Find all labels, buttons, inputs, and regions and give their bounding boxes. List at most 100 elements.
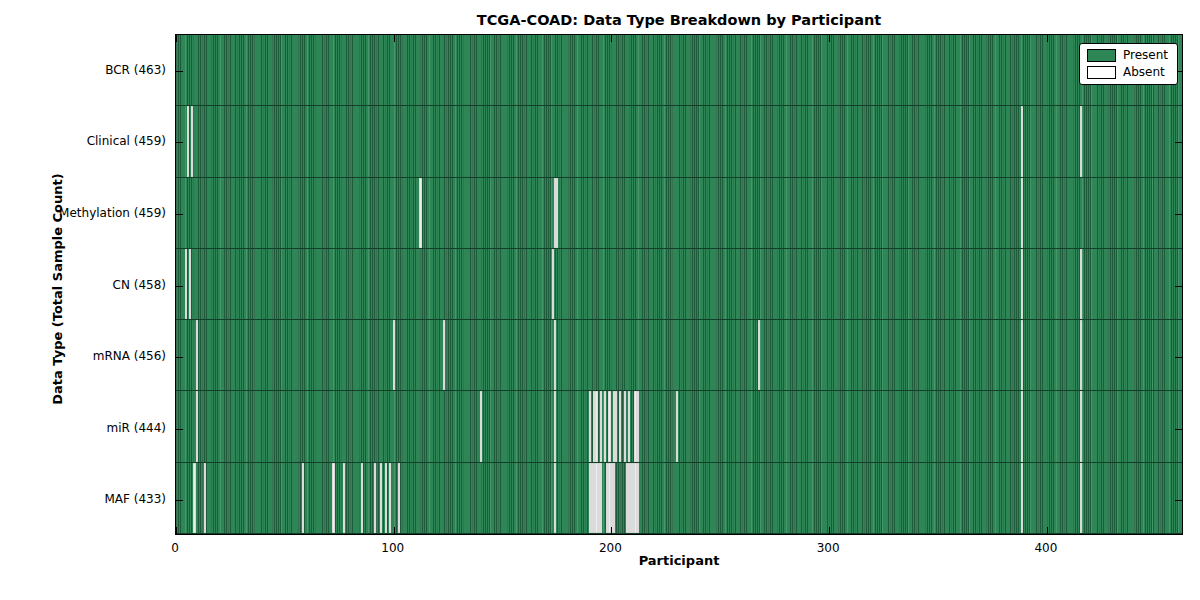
absent-stripe bbox=[189, 249, 191, 319]
y-tick-label-bcr: BCR (463) bbox=[0, 62, 166, 78]
x-tick-mark bbox=[1047, 35, 1048, 42]
present-fill bbox=[176, 391, 1182, 461]
figure: TCGA-COAD: Data Type Breakdown by Partic… bbox=[0, 0, 1200, 600]
absent-stripe bbox=[1080, 391, 1082, 461]
x-tick-label-400: 400 bbox=[1034, 541, 1057, 555]
y-tick-mark bbox=[1175, 500, 1182, 501]
present-fill bbox=[176, 463, 1182, 533]
legend-swatch-present bbox=[1087, 49, 1116, 62]
absent-stripe bbox=[637, 463, 639, 533]
legend-swatch-absent bbox=[1087, 66, 1116, 79]
absent-stripe bbox=[556, 178, 558, 248]
heatmap-row-clinical bbox=[176, 106, 1182, 177]
absent-stripe bbox=[600, 391, 602, 461]
y-tick-mark bbox=[1175, 214, 1182, 215]
absent-stripe bbox=[398, 463, 400, 533]
absent-stripe bbox=[637, 391, 639, 461]
legend: Present Absent bbox=[1079, 43, 1178, 85]
heatmap-row-cn bbox=[176, 249, 1182, 320]
absent-stripe bbox=[374, 463, 376, 533]
y-tick-mark bbox=[176, 429, 183, 430]
y-tick-mark bbox=[176, 214, 183, 215]
absent-stripe bbox=[389, 463, 391, 533]
absent-stripe bbox=[1021, 249, 1023, 319]
absent-stripe bbox=[554, 463, 556, 533]
absent-stripe bbox=[1080, 249, 1082, 319]
x-tick-mark bbox=[176, 35, 177, 42]
y-tick-mark bbox=[176, 500, 183, 501]
y-tick-mark bbox=[1175, 286, 1182, 287]
heatmap-row-methylation bbox=[176, 178, 1182, 249]
absent-stripe bbox=[604, 391, 606, 461]
y-tick-mark bbox=[176, 71, 183, 72]
absent-stripe bbox=[619, 391, 621, 461]
absent-stripe bbox=[196, 320, 198, 390]
y-tick-label-maf: MAF (433) bbox=[0, 491, 166, 507]
heatmap-row-mrna bbox=[176, 320, 1182, 391]
absent-stripe bbox=[628, 391, 630, 461]
absent-stripe bbox=[343, 463, 345, 533]
y-tick-mark bbox=[176, 142, 183, 143]
legend-item-present: Present bbox=[1087, 49, 1168, 62]
x-tick-mark bbox=[394, 35, 395, 42]
absent-stripe bbox=[554, 391, 556, 461]
absent-stripe bbox=[600, 463, 602, 533]
absent-stripe bbox=[1080, 463, 1082, 533]
present-fill bbox=[176, 106, 1182, 176]
absent-stripe bbox=[615, 391, 617, 461]
absent-stripe bbox=[185, 249, 187, 319]
legend-item-absent: Absent bbox=[1087, 66, 1168, 79]
x-tick-mark bbox=[829, 35, 830, 42]
x-axis-title: Participant bbox=[175, 553, 1183, 568]
plot-area: Present Absent bbox=[175, 34, 1183, 535]
absent-stripe bbox=[1021, 320, 1023, 390]
x-tick-label-100: 100 bbox=[381, 541, 404, 555]
absent-stripe bbox=[589, 391, 591, 461]
x-tick-mark bbox=[829, 527, 830, 534]
y-tick-mark bbox=[1175, 357, 1182, 358]
x-tick-mark bbox=[611, 527, 612, 534]
absent-stripe bbox=[302, 463, 304, 533]
y-tick-label-mir: miR (444) bbox=[0, 420, 166, 436]
absent-stripe bbox=[1080, 320, 1082, 390]
absent-stripe bbox=[443, 320, 445, 390]
absent-stripe bbox=[196, 391, 198, 461]
x-tick-mark bbox=[394, 527, 395, 534]
absent-stripe bbox=[1080, 106, 1082, 176]
x-tick-label-200: 200 bbox=[599, 541, 622, 555]
present-fill bbox=[176, 178, 1182, 248]
absent-stripe bbox=[393, 320, 395, 390]
absent-stripe bbox=[554, 320, 556, 390]
x-tick-mark bbox=[1047, 527, 1048, 534]
absent-stripe bbox=[419, 178, 421, 248]
absent-stripe bbox=[361, 463, 363, 533]
absent-stripe bbox=[193, 463, 195, 533]
y-tick-label-cn: CN (458) bbox=[0, 277, 166, 293]
x-tick-label-300: 300 bbox=[817, 541, 840, 555]
chart-title: TCGA-COAD: Data Type Breakdown by Partic… bbox=[175, 12, 1183, 28]
absent-stripe bbox=[552, 249, 554, 319]
absent-stripe bbox=[385, 463, 387, 533]
x-tick-mark bbox=[176, 527, 177, 534]
y-tick-mark bbox=[1175, 142, 1182, 143]
absent-stripe bbox=[191, 106, 193, 176]
y-tick-label-mrna: mRNA (456) bbox=[0, 348, 166, 364]
absent-stripe bbox=[758, 320, 760, 390]
absent-stripe bbox=[608, 391, 610, 461]
absent-stripe bbox=[613, 463, 615, 533]
absent-stripe bbox=[1021, 391, 1023, 461]
absent-stripe bbox=[332, 463, 334, 533]
x-tick-label-0: 0 bbox=[171, 541, 179, 555]
absent-stripe bbox=[595, 391, 597, 461]
y-tick-mark bbox=[176, 357, 183, 358]
absent-stripe bbox=[480, 391, 482, 461]
heatmap-row-maf bbox=[176, 463, 1182, 534]
absent-stripe bbox=[1021, 106, 1023, 176]
absent-stripe bbox=[204, 463, 206, 533]
legend-label-absent: Absent bbox=[1123, 66, 1165, 79]
absent-stripe bbox=[1021, 178, 1023, 248]
heatmap-row-bcr bbox=[176, 35, 1182, 106]
present-fill bbox=[176, 35, 1182, 105]
x-tick-mark bbox=[611, 35, 612, 42]
present-fill bbox=[176, 249, 1182, 319]
